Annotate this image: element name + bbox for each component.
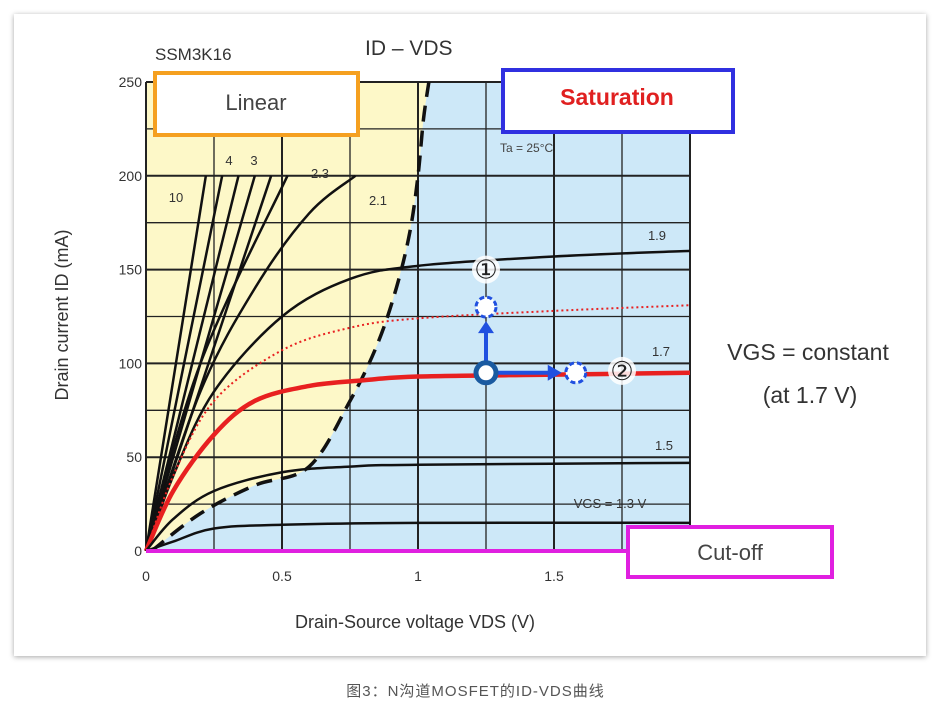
- series-line-vgs-10: [144, 175, 208, 552]
- point1-glow: [472, 255, 500, 284]
- shifted-point-up-marker: [474, 295, 498, 319]
- y-tick-label: 50: [126, 449, 142, 465]
- series-line-vgs-4: [144, 175, 224, 552]
- series-label: 10: [169, 190, 183, 205]
- series-line-vgs-2.1: [144, 174, 357, 552]
- linear-saturation-boundary: [150, 81, 431, 553]
- vgs-value-note: (at 1.7 V): [763, 382, 858, 408]
- y-axis-label: Drain current ID (mA): [52, 229, 72, 400]
- series-label: 1.7: [652, 344, 670, 359]
- x-tick-label: 0.5: [272, 568, 292, 584]
- figure-card: 0 0.5 1 1.5 0 50 100 150 200 250 10 4 3 2.3 2.1 1.9 1.7 1…: [14, 14, 926, 656]
- linear-region-label: Linear: [225, 90, 286, 115]
- saturation-region-label: Saturation: [560, 84, 674, 110]
- series-line-vgs-2.3: [144, 175, 289, 552]
- point2-label: ②: [610, 356, 633, 386]
- series-label: 4: [225, 153, 232, 168]
- chart-title: ID – VDS: [365, 37, 453, 60]
- y-tick-label: 0: [134, 543, 142, 559]
- device-name: SSM3K16: [155, 45, 232, 64]
- cutoff-region-label: Cut-off: [697, 540, 764, 565]
- cutoff-region-box: [626, 525, 834, 579]
- arrow-right-head-icon: [547, 364, 562, 381]
- x-tick-label: 1: [414, 568, 422, 584]
- series-label: 3: [250, 153, 257, 168]
- condition-label: Ta = 25°C: [500, 141, 553, 155]
- point2-glow: [608, 356, 636, 385]
- y-tick-label: 100: [119, 355, 143, 371]
- linear-region-box: [153, 71, 360, 137]
- series-label: 1.5: [655, 438, 673, 453]
- series-line-vgs-1.5: [145, 461, 691, 552]
- y-tick-label: 150: [119, 262, 143, 278]
- point1-label: ①: [474, 255, 497, 285]
- y-tick-label: 200: [119, 168, 143, 184]
- x-tick-label: 0: [142, 568, 150, 584]
- series-line-vgs-VGS = 1.3 V: [145, 521, 691, 553]
- vgs-constant-note: VGS = constant: [727, 339, 889, 365]
- saturation-region-box: [501, 68, 735, 134]
- shifted-point-right-marker: [564, 361, 588, 385]
- x-tick-label: 1.5: [544, 568, 564, 584]
- id-vds-chart: 0 0.5 1 1.5 0 50 100 150 200 250 10 4 3 2.3 2.1 1.9 1.7 1…: [52, 37, 889, 632]
- y-tick-label: 250: [119, 74, 143, 90]
- arrow-up-head-icon: [478, 321, 494, 334]
- series-label: 2.3: [311, 166, 329, 181]
- series-label: 1.9: [648, 228, 666, 243]
- series-label: 2.1: [369, 193, 387, 208]
- series-label: VGS = 1.3 V: [574, 496, 647, 511]
- x-axis-label: Drain-Source voltage VDS (V): [295, 612, 535, 632]
- figure-caption: 图3：N沟道MOSFET的ID-VDS曲线: [346, 683, 605, 700]
- operating-point-marker: [473, 360, 499, 386]
